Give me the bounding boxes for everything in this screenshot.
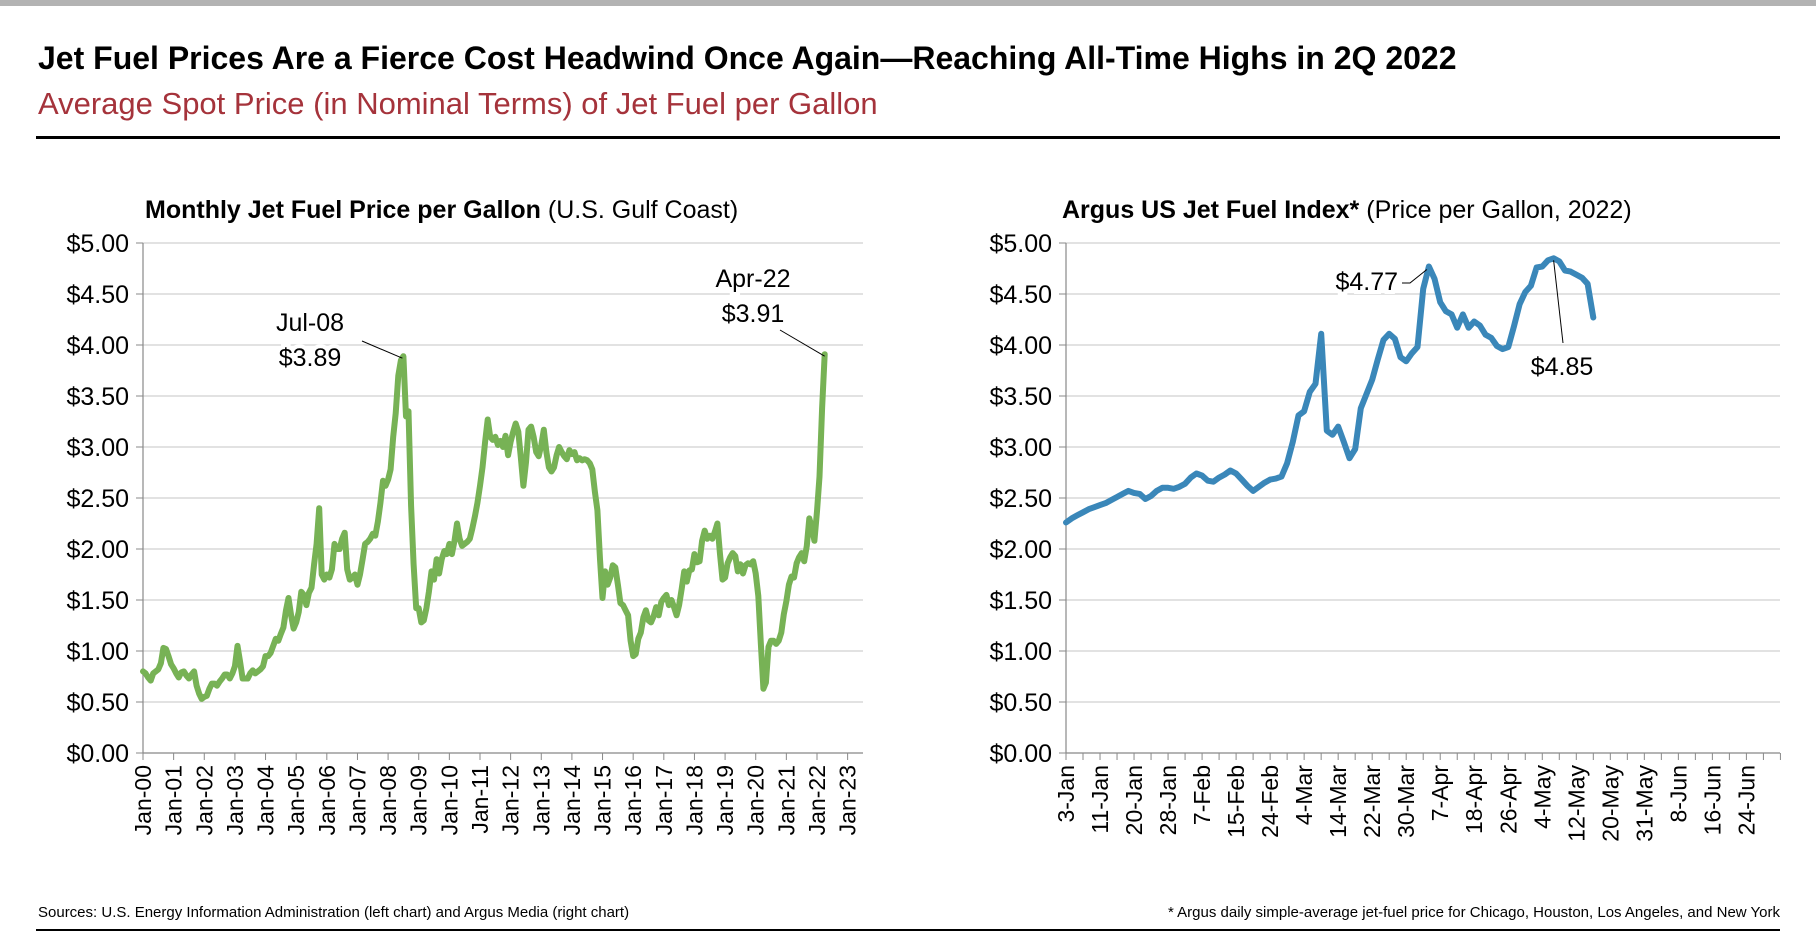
left-annotation-apr22-value: $3.91 <box>722 300 785 328</box>
left-chart-y-tick-label: $1.50 <box>66 587 129 615</box>
right-annotation-477: $4.77 <box>1335 268 1398 296</box>
left-chart-y-tick-label: $1.00 <box>66 638 129 666</box>
left-chart-x-tick-label: Jan-19 <box>712 765 738 835</box>
right-chart-y-tick-label: $2.00 <box>989 536 1052 564</box>
right-annotation-leader-485 <box>1553 260 1564 344</box>
right-chart-x-tick-label: 4-May <box>1529 765 1555 829</box>
left-annotation-leader-apr22 <box>779 329 825 357</box>
right-chart-x-tick-label: 14-Mar <box>1325 765 1351 838</box>
left-chart-x-tick-label: Jan-05 <box>283 765 309 835</box>
right-chart-x-tick-label: 26-Apr <box>1495 765 1521 834</box>
right-chart-y-tick-label: $1.50 <box>989 587 1052 615</box>
right-chart-x-tick-label: 30-Mar <box>1393 765 1419 838</box>
right-chart-x-tick-label: 3-Jan <box>1053 765 1079 823</box>
left-chart-x-tick-label: Jan-04 <box>253 765 279 836</box>
left-chart-x-tick-label: Jan-02 <box>191 765 217 835</box>
left-chart-x-tick-label: Jan-07 <box>344 765 370 835</box>
right-chart-y-tick-label: $0.50 <box>989 689 1052 717</box>
left-chart-x-tick-label: Jan-17 <box>651 765 677 835</box>
left-chart-x-tick-label: Jan-15 <box>590 765 616 835</box>
right-chart-y-tick-label: $4.00 <box>989 332 1052 360</box>
left-chart-series-line <box>140 351 828 702</box>
right-chart-y-tick-label: $3.50 <box>989 383 1052 411</box>
right-chart-x-tick-label: 20-Jan <box>1121 765 1147 835</box>
left-chart-x-tick-label: Jan-03 <box>222 765 248 835</box>
left-chart-x-tick-label: Jan-18 <box>681 765 707 835</box>
left-chart-y-tick-label: $2.00 <box>66 536 129 564</box>
right-chart-x-tick-label: 12-May <box>1563 765 1589 842</box>
left-annotation-leader-jul08 <box>361 340 403 359</box>
right-chart-x-tick-label: 20-May <box>1597 765 1623 842</box>
left-chart-x-tick-label: Jan-11 <box>467 765 493 834</box>
left-chart-x-tick-label: Jan-12 <box>498 765 524 835</box>
right-chart-x-tick-label: 28-Jan <box>1155 765 1181 835</box>
right-chart-series-line <box>1063 255 1597 526</box>
left-chart-y-tick-label: $4.50 <box>66 281 129 309</box>
left-chart-x-tick-label: Jan-10 <box>436 765 462 835</box>
left-chart-y-tick-label: $3.50 <box>66 383 129 411</box>
left-chart-y-tick-label: $0.00 <box>66 740 129 768</box>
left-annotation-jul08-value: $3.89 <box>279 344 342 372</box>
right-chart-y-tick-label: $1.00 <box>989 638 1052 666</box>
right-annotation-485: $4.85 <box>1531 353 1594 381</box>
left-chart-y-tick-label: $5.00 <box>66 230 129 258</box>
right-annotation-leader-477 <box>1402 269 1428 284</box>
right-chart-x-tick-label: 24-Feb <box>1257 765 1283 838</box>
right-chart-title-suffix: (Price per Gallon, 2022) <box>1366 196 1632 224</box>
left-chart-x-tick-label: Jan-21 <box>773 765 799 835</box>
right-chart-y-tick-label: $2.50 <box>989 485 1052 513</box>
left-chart-x-tick-label: Jan-06 <box>314 765 340 835</box>
left-chart-x-tick-label: Jan-00 <box>130 765 156 835</box>
left-chart-title: Monthly Jet Fuel Price per Gallon (U.S. … <box>145 196 738 225</box>
left-chart-x-tick-label: Jan-14 <box>559 765 585 836</box>
right-chart-title-main: Argus US Jet Fuel Index* <box>1062 196 1360 224</box>
right-chart-title: Argus US Jet Fuel Index* (Price per Gall… <box>1062 196 1632 225</box>
left-chart-y-tick-label: $2.50 <box>66 485 129 513</box>
left-chart-title-main: Monthly Jet Fuel Price per Gallon <box>145 196 541 224</box>
left-chart-x-tick-label: Jan-08 <box>375 765 401 835</box>
left-chart-y-tick-label: $4.00 <box>66 332 129 360</box>
footer-divider <box>36 929 1780 931</box>
left-chart-y-tick-label: $0.50 <box>66 689 129 717</box>
left-chart-x-tick-label: Jan-09 <box>406 765 432 835</box>
right-chart-y-tick-label: $5.00 <box>989 230 1052 258</box>
right-chart-x-tick-label: 4-Mar <box>1291 765 1317 825</box>
right-chart-x-tick-label: 16-Jun <box>1699 765 1725 835</box>
left-chart-x-tick-label: Jan-13 <box>528 765 554 835</box>
right-chart-x-tick-label: 18-Apr <box>1461 765 1487 834</box>
left-chart-x-tick-label: Jan-16 <box>620 765 646 835</box>
header-divider <box>36 136 1780 139</box>
right-chart-x-tick-label: 15-Feb <box>1223 765 1249 838</box>
left-chart-x-tick-label: Jan-01 <box>161 765 187 835</box>
left-chart-x-tick-label: Jan-20 <box>743 765 769 835</box>
left-chart-x-tick-label: Jan-22 <box>804 765 830 835</box>
argus-footnote: * Argus daily simple-average jet-fuel pr… <box>1167 904 1780 921</box>
right-chart-x-tick-label: 31-May <box>1631 765 1657 842</box>
left-chart-title-suffix: (U.S. Gulf Coast) <box>547 196 739 224</box>
right-chart-y-tick-label: $3.00 <box>989 434 1052 462</box>
top-band <box>0 0 1816 6</box>
right-chart-x-tick-label: 11-Jan <box>1087 765 1113 834</box>
left-chart-x-tick-label: Jan-23 <box>835 765 861 835</box>
right-chart-x-tick-label: 24-Jun <box>1733 765 1759 835</box>
left-annotation-apr22-label: Apr-22 <box>715 265 790 293</box>
right-chart-x-tick-label: 7-Feb <box>1189 765 1215 825</box>
page-title: Jet Fuel Prices Are a Fierce Cost Headwi… <box>38 40 1457 76</box>
right-chart-y-tick-label: $4.50 <box>989 281 1052 309</box>
right-chart-x-tick-label: 7-Apr <box>1427 765 1453 822</box>
sources-footnote: Sources: U.S. Energy Information Adminis… <box>38 904 630 921</box>
right-chart-y-tick-label: $0.00 <box>989 740 1052 768</box>
left-annotation-jul08-label: Jul-08 <box>276 309 344 337</box>
page-subtitle: Average Spot Price (in Nominal Terms) of… <box>38 86 878 121</box>
left-chart-y-tick-label: $3.00 <box>66 434 129 462</box>
right-chart-x-tick-label: 8-Jun <box>1665 765 1691 823</box>
right-chart-x-tick-label: 22-Mar <box>1359 765 1385 838</box>
